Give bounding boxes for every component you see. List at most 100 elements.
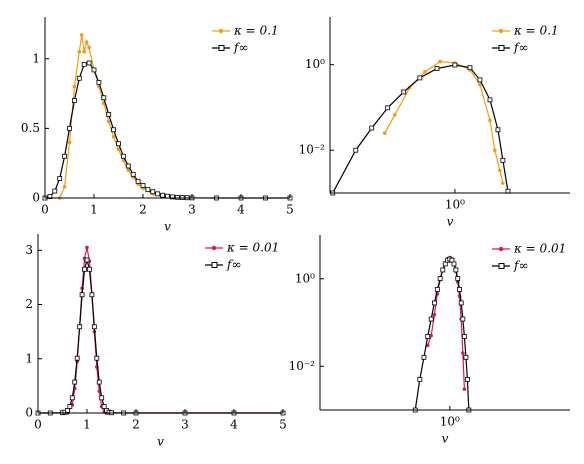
marker: [116, 147, 121, 152]
marker: [160, 192, 166, 198]
marker: [174, 194, 180, 200]
y-tick-label: 2: [25, 297, 33, 311]
y-tick-label: 10⁰: [305, 57, 325, 71]
marker: [478, 82, 482, 87]
marker: [438, 59, 442, 64]
marker: [116, 141, 121, 147]
marker: [99, 395, 105, 401]
marker: [451, 261, 457, 267]
marker: [393, 113, 397, 117]
marker: [140, 183, 146, 188]
x-tick-label: 10⁰: [445, 198, 465, 212]
marker: [76, 75, 82, 81]
marker: [463, 354, 469, 360]
marker: [401, 89, 407, 95]
x-tick-label: 0: [41, 203, 49, 217]
marker: [155, 191, 161, 197]
legend-marker: [498, 45, 505, 51]
marker: [91, 324, 97, 330]
marker: [101, 95, 107, 101]
series-line: [44, 62, 290, 199]
marker: [432, 312, 437, 317]
x-tick-label: 2: [139, 203, 147, 217]
marker: [111, 127, 116, 133]
marker: [457, 287, 462, 292]
marker: [121, 153, 126, 159]
marker: [150, 189, 156, 195]
marker: [428, 316, 434, 322]
marker: [86, 60, 92, 66]
marker: [81, 61, 87, 67]
marker: [458, 300, 464, 306]
marker: [431, 300, 437, 306]
y-tick-label: 10⁰: [295, 271, 315, 285]
marker: [69, 395, 75, 401]
legend-marker: [498, 28, 504, 34]
marker: [125, 163, 131, 169]
marker: [62, 153, 67, 159]
marker: [87, 266, 92, 272]
x-axis-label: v: [164, 220, 171, 234]
marker: [106, 119, 111, 124]
marker: [493, 148, 497, 153]
marker: [425, 334, 431, 339]
marker: [77, 50, 82, 54]
legend-label: f∞: [233, 41, 248, 55]
y-tick-label: 0.5: [21, 121, 40, 135]
series-line: [332, 64, 509, 194]
plot-area: [42, 33, 293, 201]
plot-area: [330, 59, 511, 196]
marker: [462, 387, 467, 391]
x-axis-label: v: [157, 435, 164, 449]
marker: [96, 80, 102, 85]
marker: [477, 77, 483, 83]
legend-marker: [498, 263, 505, 269]
marker: [434, 66, 440, 71]
marker: [85, 245, 89, 250]
x-tick-label: 10⁰: [440, 415, 460, 429]
marker: [467, 65, 473, 71]
marker: [421, 354, 427, 360]
marker: [501, 181, 505, 185]
marker: [385, 105, 391, 111]
x-tick-label: 1: [83, 418, 91, 432]
marker: [382, 131, 387, 135]
marker: [87, 45, 91, 50]
y-tick-label: 1: [25, 351, 33, 365]
marker: [452, 62, 458, 68]
marker: [440, 267, 446, 273]
marker: [121, 158, 126, 163]
marker: [437, 276, 443, 281]
marker: [500, 157, 506, 163]
marker: [82, 266, 87, 272]
legend-marker: [211, 262, 218, 268]
y-tick-label: 0: [32, 191, 40, 205]
marker: [498, 168, 502, 173]
x-tick-label: 0: [34, 418, 42, 432]
marker: [455, 276, 461, 281]
marker: [74, 355, 80, 361]
marker: [79, 292, 85, 298]
marker: [91, 67, 97, 73]
legend-label: f∞: [513, 41, 528, 55]
marker: [135, 178, 141, 184]
marker: [96, 379, 102, 385]
marker: [72, 379, 78, 385]
marker: [434, 287, 440, 292]
legend-marker: [218, 28, 224, 34]
marker: [79, 33, 84, 37]
marker: [353, 147, 359, 153]
marker: [417, 75, 423, 81]
y-tick-label: 0: [25, 406, 33, 420]
marker: [111, 134, 116, 139]
marker: [106, 112, 112, 117]
marker: [495, 127, 501, 133]
marker: [487, 97, 493, 103]
marker: [453, 267, 459, 273]
x-tick-label: 3: [188, 203, 196, 217]
series-line: [414, 258, 470, 411]
x-tick-label: 3: [181, 418, 189, 432]
marker: [429, 333, 433, 338]
marker: [465, 377, 470, 382]
